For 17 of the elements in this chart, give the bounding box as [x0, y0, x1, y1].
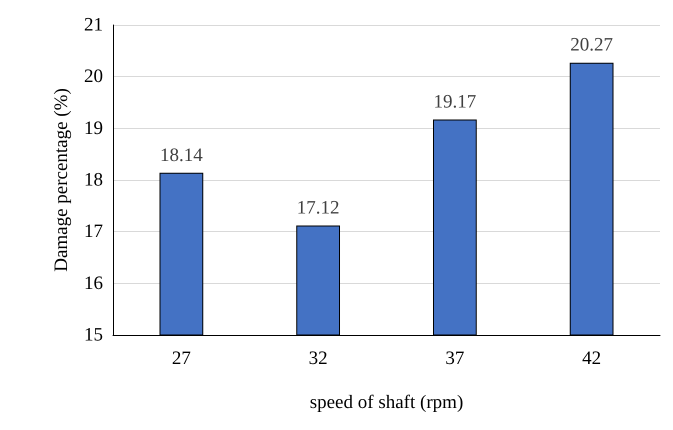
y-tick-label: 18 — [84, 170, 103, 190]
y-tick-label: 19 — [84, 118, 103, 139]
data-label: 18.14 — [160, 144, 204, 166]
y-tick-label: 15 — [84, 324, 103, 346]
y-tick-label: 20 — [84, 66, 103, 88]
x-tick-label: 42 — [582, 348, 602, 369]
y-axis-title: Damage percentage (%) — [51, 88, 72, 272]
data-label: 20.27 — [570, 34, 613, 56]
x-tick-label: 32 — [308, 348, 328, 369]
x-tick-label: 27 — [172, 348, 191, 369]
data-label: 17.12 — [296, 197, 340, 218]
x-tick-label: 37 — [445, 348, 464, 369]
y-tick-label: 16 — [84, 272, 103, 294]
y-tick-label: 17 — [84, 221, 103, 242]
x-axis-title: speed of shaft (rpm) — [310, 392, 464, 413]
y-tick-label: 21 — [84, 14, 103, 36]
data-label: 19.17 — [434, 92, 476, 113]
